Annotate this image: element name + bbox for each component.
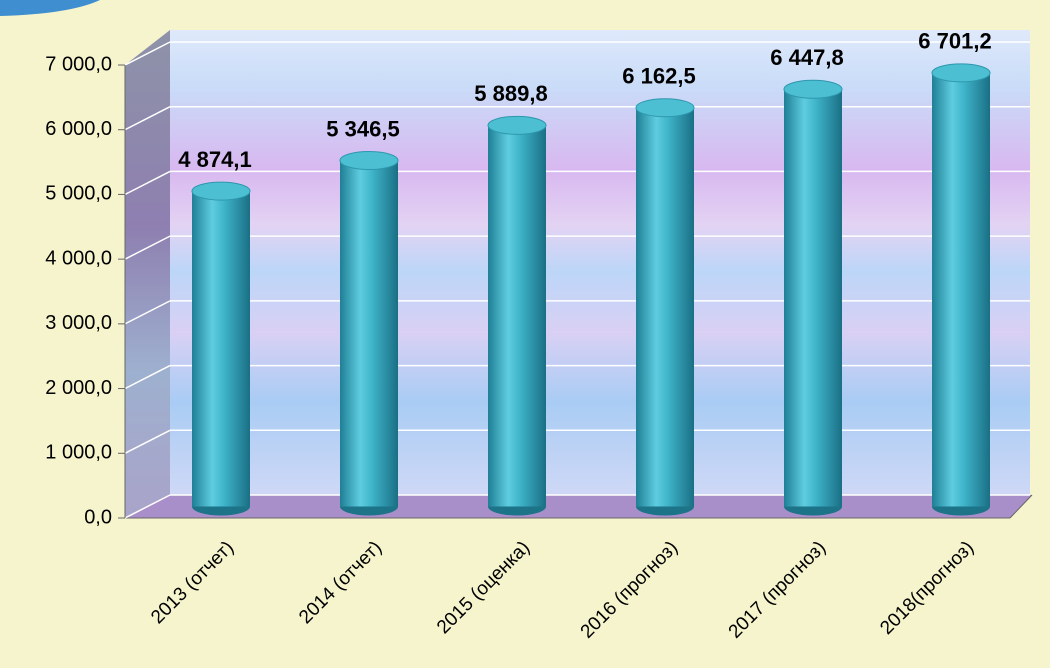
grid-line xyxy=(124,235,171,260)
bar xyxy=(488,125,546,507)
value-label: 6 162,5 xyxy=(622,64,695,89)
bar xyxy=(192,191,250,507)
grid-line xyxy=(124,106,171,131)
y-tick-label: 0,0 xyxy=(84,506,112,528)
x-tick-label: 2016 (прогноз) xyxy=(577,537,682,642)
floor-edge xyxy=(1009,494,1033,519)
grid-line xyxy=(124,300,171,325)
bar xyxy=(636,107,694,507)
floor xyxy=(125,495,1032,518)
y-tick-label: 4 000,0 xyxy=(45,247,112,269)
x-tick-label: 2015 (оценка) xyxy=(433,537,534,638)
bar xyxy=(932,72,990,507)
y-tick-label: 1 000,0 xyxy=(45,442,112,464)
value-label: 6 447,8 xyxy=(770,45,843,70)
bar xyxy=(340,160,398,507)
bar-top xyxy=(931,63,991,83)
bar-top xyxy=(339,151,399,171)
side-wall xyxy=(125,30,170,518)
x-tick-label: 2017 (прогноз) xyxy=(725,537,830,642)
value-label: 6 701,2 xyxy=(918,29,991,54)
y-tick-label: 3 000,0 xyxy=(45,312,112,334)
bar xyxy=(784,89,842,507)
decoration xyxy=(0,0,100,16)
grid-line xyxy=(124,429,171,454)
value-label: 5 889,8 xyxy=(474,81,547,106)
value-label: 5 346,5 xyxy=(326,116,399,141)
grid-line xyxy=(124,364,171,390)
grid-line xyxy=(124,41,171,66)
bar-top xyxy=(635,98,695,118)
bar-top xyxy=(487,115,547,135)
y-tick-label: 6 000,0 xyxy=(45,118,112,140)
x-tick-label: 2014 (отчет) xyxy=(295,537,386,628)
bar-top xyxy=(191,181,251,201)
x-tick-label: 2013 (отчет) xyxy=(147,537,238,628)
bar-top xyxy=(783,79,843,99)
y-tick-label: 2 000,0 xyxy=(45,377,112,399)
y-tick-label: 7 000,0 xyxy=(45,53,112,75)
grid-line xyxy=(124,494,171,519)
x-tick-label: 2018(прогноз) xyxy=(876,537,978,639)
back-wall xyxy=(170,30,1030,495)
y-tick-label: 5 000,0 xyxy=(45,183,112,205)
value-label: 4 874,1 xyxy=(178,147,251,172)
grid-line xyxy=(124,170,171,196)
